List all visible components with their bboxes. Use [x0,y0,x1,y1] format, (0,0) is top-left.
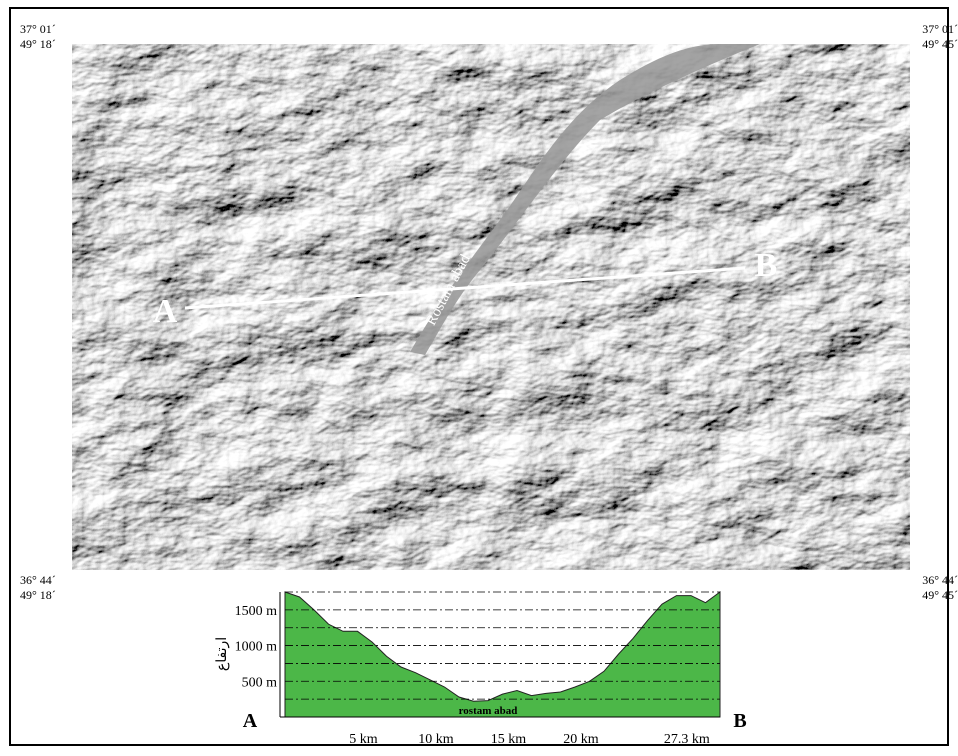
corner-lon: 49° 45´ [922,37,958,51]
profile-end: B [733,710,746,732]
valley-label: rostam abad [459,705,518,717]
corner-lat: 37° 01´ [922,22,958,36]
profile-start: A [243,710,258,732]
x-tick-label: 10 km [418,732,454,747]
y-tick-label: 1500 m [235,604,278,619]
y-axis-label: ارتفاع [215,637,230,671]
page: A B Rostam abad 37° 01´ 49° 18´ 37° 01´ … [0,0,958,751]
x-tick-label: 20 km [563,732,599,747]
y-tick-label: 500 m [242,675,278,690]
x-tick-label: 5 km [349,732,378,747]
corner-lon: 49° 45´ [922,588,958,602]
point-a: A [153,293,178,330]
corner-lat: 37° 01´ [20,22,56,36]
corner-lat: 36° 44´ [20,573,56,587]
y-tick-label: 1000 m [235,640,278,655]
corner-lon: 49° 18´ [20,588,56,602]
x-tick-label: 15 km [491,732,527,747]
corner-lon: 49° 18´ [20,37,56,51]
elevation-area [285,592,720,717]
point-b: B [755,247,778,284]
x-tick-label: 27.3 km [664,732,710,747]
corner-lat: 36° 44´ [922,573,958,587]
